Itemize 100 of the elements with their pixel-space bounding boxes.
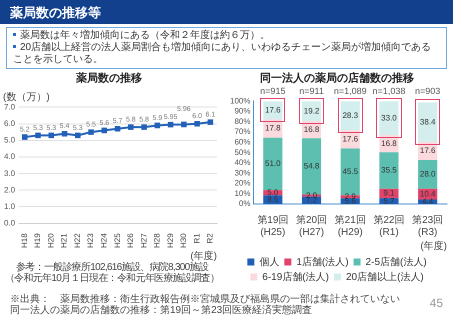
x-tick-label: R1	[192, 232, 202, 244]
y-tick-label: 100%	[230, 96, 250, 106]
data-label: 54.8	[304, 162, 320, 171]
point	[62, 130, 68, 137]
x-tick-label: H21	[60, 232, 69, 248]
x-tick-label: H24	[100, 232, 109, 248]
y-tick-label: 30%	[234, 168, 250, 178]
x-tick-label: H18	[20, 232, 29, 248]
text: 同一法人の薬局の店舗数の推移：第19回～第23回医療経済実態調査	[10, 305, 314, 316]
y-tick-label: 5.0	[4, 136, 16, 145]
y-tick-label: 3.0	[4, 168, 16, 178]
point	[141, 124, 147, 130]
x-tick-label: H28	[152, 232, 162, 248]
y-tick-label: 50%	[234, 148, 250, 157]
x-tick-label: 第20回(H27)	[296, 214, 328, 238]
y-tick-label: 7.0	[4, 102, 16, 112]
point	[194, 121, 200, 127]
point	[168, 122, 174, 128]
y-axis-title: (数（万）)	[3, 91, 50, 104]
y-tick-label: 4.0	[4, 152, 16, 162]
y-tick-label: 20%	[234, 178, 250, 188]
y-tick-label: 6.0	[4, 118, 16, 128]
text: n=903	[415, 86, 440, 96]
data-label: 16.8	[381, 138, 398, 148]
data-label: 28.0	[420, 170, 436, 179]
chart-title: 同一法人の薬局の店舗数の推移	[260, 72, 414, 85]
point	[181, 122, 187, 128]
text: 参考：一般診療所102,616施設、病院8,300施設	[14, 262, 208, 273]
text: 20店舗以上経営の法人薬局割合も増加傾向にあり、いわゆるチェーン薬局が増加傾向であることを示している。	[13, 42, 432, 65]
point	[75, 132, 81, 138]
y-tick-label: 70%	[234, 127, 250, 136]
x-tick-label: H22	[72, 232, 82, 248]
data-label: 17.6	[420, 146, 436, 156]
x-axis-title: (年度)	[420, 240, 447, 252]
x-tick-label: H20	[46, 232, 56, 248]
data-label: 5.0	[267, 188, 279, 197]
x-tick-label: H25	[112, 232, 122, 248]
x-tick-label: R2	[206, 232, 215, 244]
data-label: 4.4	[422, 196, 434, 206]
x-tick-label: H29	[166, 232, 175, 248]
data-label: 35.5	[381, 166, 398, 175]
bar	[379, 152, 399, 189]
y-tick-label: 1.0	[4, 202, 16, 211]
legend-label: 個人	[259, 256, 280, 268]
point	[208, 119, 214, 125]
text: 45	[430, 296, 443, 310]
text: n=915	[260, 86, 286, 96]
data-label: 33.0	[381, 113, 398, 122]
x-tick-label: H30	[179, 232, 188, 248]
y-tick-label: 60%	[234, 138, 250, 147]
y-tick-label: 90%	[234, 106, 250, 116]
legend-label: 2-5店舗(法人)	[366, 256, 427, 268]
x-tick-label: 第22回(R1)	[373, 214, 404, 238]
text: 薬局数の推移等	[0, 0, 453, 24]
bar	[263, 138, 282, 190]
x-tick-label: H19	[33, 232, 42, 248]
x-axis-title: (年度)	[190, 250, 217, 262]
legend-label: 6-19店舗(法人)	[262, 270, 329, 283]
bar	[418, 160, 438, 189]
data-label: 28.3	[342, 111, 359, 120]
data-label: 10.4	[420, 189, 436, 198]
point	[102, 128, 108, 134]
data-label: 17.8	[265, 124, 282, 133]
data-label: 9.1	[383, 188, 396, 198]
data-label: 17.6	[342, 134, 359, 144]
data-label: 16.8	[304, 124, 320, 134]
text: ※出典： 薬局数推移：衛生行政報告例※宮城県及び福島県の一部は集計されていない	[10, 294, 401, 305]
data-label: 45.5	[342, 167, 359, 176]
y-tick-label: 40%	[234, 158, 250, 168]
text: （令和元年10月１日現在：令和元年医療施設調査）	[4, 273, 220, 284]
legend-label: 20店舗以上(法人)	[346, 270, 424, 283]
x-tick-label: 第19回(H25)	[257, 214, 288, 238]
text: n=911	[299, 86, 324, 96]
y-tick-label: 0%	[238, 199, 250, 208]
data-label: 5.7	[383, 196, 396, 206]
data-label: 38.4	[420, 117, 436, 126]
point	[154, 122, 160, 128]
data-label: 8.5	[267, 194, 279, 204]
x-tick-label: 第21回(H29)	[334, 214, 366, 238]
data-label: 51.0	[265, 159, 282, 168]
y-tick-label: 2.0	[4, 185, 16, 194]
text: n=1,038	[372, 86, 406, 96]
point	[22, 134, 28, 140]
point	[128, 124, 134, 130]
y-tick-label: 80%	[234, 116, 250, 126]
data-label: 17.6	[265, 106, 282, 115]
text: 薬局数は年々増加傾向にある（令和２年度は約６万）。	[20, 30, 270, 41]
chart-title: 薬局数の推移	[75, 72, 142, 85]
point	[88, 129, 94, 135]
legend-label: 1店舗(法人)	[296, 256, 349, 268]
point	[35, 132, 41, 138]
x-tick-label: H27	[139, 232, 148, 248]
y-tick-label: 0.0	[4, 218, 16, 228]
data-label: 19.2	[304, 106, 320, 116]
y-tick-label: 10%	[234, 188, 250, 198]
point	[114, 126, 120, 132]
x-tick-label: H23	[86, 232, 96, 248]
text: n=1,089	[334, 86, 367, 96]
point	[48, 132, 54, 138]
x-tick-label: 第23回(R3)	[412, 214, 444, 238]
